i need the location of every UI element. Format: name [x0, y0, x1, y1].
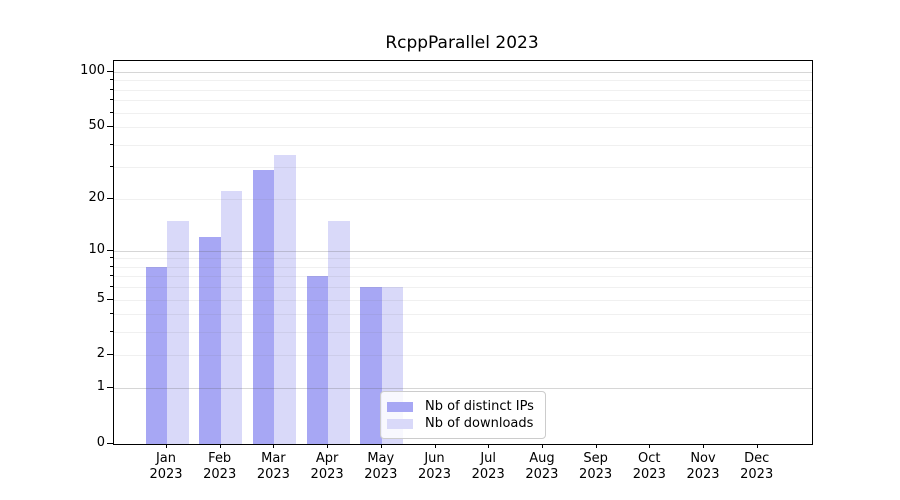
y-minor-tick-mark	[110, 286, 113, 288]
bar-distinct-ips-apr	[306, 276, 329, 444]
gridline-y-40	[114, 145, 812, 146]
gridline-y-30	[114, 167, 812, 168]
y-tick-label-10: 10	[88, 241, 105, 257]
x-tick-label-jan: Jan 2023	[149, 451, 183, 482]
gridline-y-3	[114, 332, 812, 333]
y-minor-tick-mark	[110, 313, 113, 315]
x-tick-label-sep: Sep 2023	[579, 451, 613, 482]
bar-downloads-apr	[328, 220, 350, 444]
x-tick-mark-may	[380, 444, 382, 448]
gridline-y-60	[114, 113, 812, 114]
x-tick-label-jul: Jul 2023	[471, 451, 505, 482]
x-tick-label-jun: Jun 2023	[417, 451, 452, 482]
y-tick-label-5: 5	[96, 290, 105, 306]
gridline-y-2	[114, 355, 812, 356]
y-tick-label-20: 20	[88, 189, 105, 205]
gridline-y-80	[114, 90, 812, 91]
bar-distinct-ips-mar	[252, 169, 275, 444]
x-tick-label-nov: Nov 2023	[686, 451, 720, 482]
y-minor-tick-mark	[110, 79, 113, 81]
gridline-y-50	[114, 127, 812, 128]
gridline-y-20	[114, 199, 812, 200]
y-minor-tick-mark	[110, 331, 113, 333]
bar-distinct-ips-feb	[199, 237, 221, 444]
y-minor-tick-mark	[110, 88, 113, 90]
x-tick-mark-aug	[541, 444, 543, 448]
legend: Nb of distinct IPs Nb of downloads	[380, 391, 546, 439]
y-minor-tick-mark	[110, 99, 113, 101]
bar-downloads-feb	[220, 191, 243, 444]
x-tick-label-aug: Aug 2023	[525, 451, 559, 482]
gridline-y-6	[114, 287, 812, 288]
x-tick-mark-oct	[649, 444, 651, 448]
x-tick-mark-jun	[434, 444, 436, 448]
gridline-y-8	[114, 267, 812, 268]
bar-downloads-jan	[167, 220, 189, 444]
y-tick-mark	[107, 71, 113, 72]
y-minor-tick-mark	[110, 275, 113, 277]
legend-label: Nb of downloads	[425, 416, 534, 431]
bar-distinct-ips-jan	[145, 266, 167, 444]
x-tick-label-mar: Mar 2023	[256, 451, 290, 482]
bar-distinct-ips-may	[360, 287, 382, 444]
legend-item-distinct-ips: Nb of distinct IPs	[387, 398, 537, 415]
y-minor-tick-mark	[110, 166, 113, 168]
x-tick-label-apr: Apr 2023	[310, 451, 344, 482]
y-minor-tick-mark	[110, 265, 113, 267]
gridline-y-9	[114, 258, 812, 259]
y-tick-mark	[107, 387, 113, 389]
y-tick-mark	[107, 443, 113, 444]
x-tick-mark-sep	[595, 444, 597, 448]
gridline-y-70	[114, 100, 812, 101]
gridline-y-100	[114, 72, 812, 73]
gridline-y-10	[114, 251, 812, 252]
x-tick-label-oct: Oct 2023	[632, 451, 666, 482]
y-minor-tick-mark	[110, 197, 113, 199]
legend-swatch-downloads	[387, 418, 413, 429]
x-tick-mark-nov	[703, 444, 704, 448]
plot-area	[113, 60, 813, 445]
x-tick-mark-apr	[327, 444, 329, 448]
y-minor-tick-mark	[110, 126, 113, 128]
x-tick-mark-jan	[166, 444, 167, 448]
gridline-y-90	[114, 80, 812, 81]
legend-swatch-distinct-ips	[387, 401, 413, 412]
legend-label: Nb of distinct IPs	[425, 399, 534, 414]
y-tick-label-2: 2	[96, 346, 105, 362]
chart-title: RcppParallel 2023	[385, 33, 539, 53]
x-tick-mark-jul	[488, 444, 490, 448]
x-tick-mark-dec	[756, 444, 758, 448]
y-tick-label-1: 1	[96, 379, 105, 395]
x-tick-label-dec: Dec 2023	[740, 451, 774, 482]
x-tick-label-may: May 2023	[364, 451, 398, 482]
y-minor-tick-mark	[110, 111, 113, 113]
gridline-y-7	[114, 276, 812, 277]
bar-downloads-mar	[274, 155, 296, 444]
y-tick-label-100: 100	[80, 63, 105, 78]
y-minor-tick-mark	[110, 257, 113, 259]
x-tick-mark-feb	[219, 444, 221, 448]
y-minor-tick-mark	[110, 143, 113, 145]
gridline-y-4	[114, 314, 812, 315]
y-tick-mark	[107, 249, 113, 251]
legend-item-downloads: Nb of downloads	[387, 415, 537, 432]
y-tick-label-0: 0	[96, 435, 105, 450]
gridline-y-1	[114, 388, 812, 389]
x-tick-label-feb: Feb 2023	[203, 451, 237, 482]
x-tick-mark-mar	[273, 444, 275, 448]
y-minor-tick-mark	[110, 354, 113, 356]
y-tick-label-50: 50	[88, 118, 105, 134]
y-minor-tick-mark	[110, 298, 113, 300]
gridline-y-5	[114, 300, 812, 301]
